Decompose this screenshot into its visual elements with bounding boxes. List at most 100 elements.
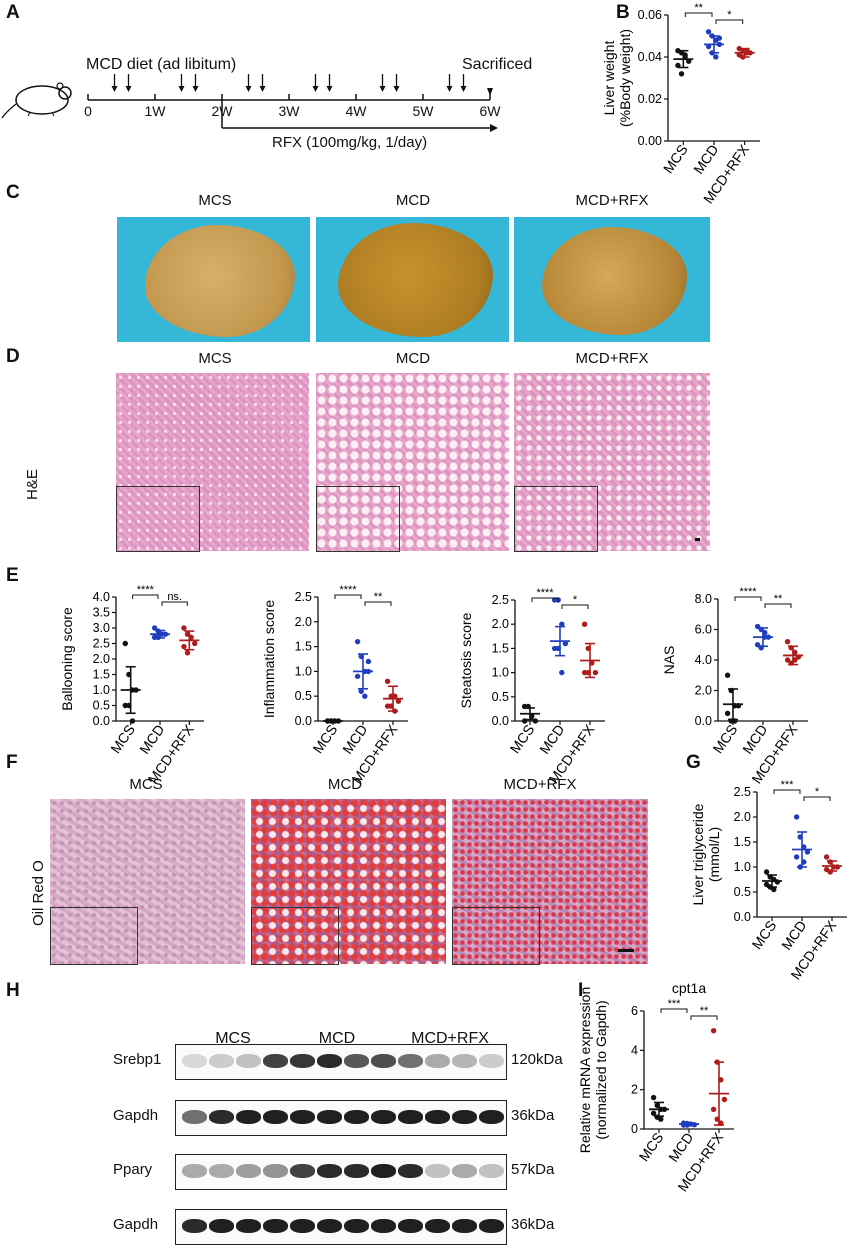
blot-band xyxy=(290,1110,315,1124)
blot-band xyxy=(209,1054,234,1068)
significance-label: **** xyxy=(137,584,155,596)
blot-band xyxy=(398,1054,423,1068)
significance-label: ** xyxy=(374,591,383,603)
blot-band xyxy=(398,1164,423,1178)
x-tick-label: MCS xyxy=(748,918,779,953)
chart-E1: 0.00.5 1.01.5 2.02.5 3.03.5 4.0 Ballooning sc… xyxy=(59,584,204,786)
significance-label: ** xyxy=(774,593,783,605)
y-axis-label: Inflammation score xyxy=(261,600,277,718)
blot-band xyxy=(344,1110,369,1124)
significance-label: * xyxy=(573,594,578,606)
y-tick-label: 1.0 xyxy=(734,860,751,874)
blot-band xyxy=(425,1054,450,1068)
y-tick-label: 6.0 xyxy=(695,623,712,637)
blot-band xyxy=(398,1110,423,1124)
blot-band xyxy=(452,1110,477,1124)
timeline-label: 0 xyxy=(84,103,92,119)
y-tick-label: 4.0 xyxy=(695,653,712,667)
y-tick-label: 1.5 xyxy=(295,640,312,654)
y-tick-label: 0.06 xyxy=(638,8,662,22)
treatment-label: RFX (100mg/kg, 1/day) xyxy=(272,134,428,151)
data-point xyxy=(384,678,391,685)
y-tick-label: 1.5 xyxy=(734,835,751,849)
panel-label-i: I xyxy=(578,980,584,1001)
dose-arrowhead xyxy=(259,86,266,92)
data-point xyxy=(771,886,777,893)
data-point xyxy=(650,1094,657,1101)
significance-bracket xyxy=(132,594,159,599)
blot-strip xyxy=(175,1044,507,1080)
blot-band xyxy=(452,1219,477,1233)
significance-label: * xyxy=(815,786,820,798)
significance-bracket xyxy=(764,603,792,608)
blot-band xyxy=(479,1054,504,1068)
data-point xyxy=(678,71,685,77)
dose-arrowhead xyxy=(245,86,252,92)
y-tick-label: 2.5 xyxy=(734,785,751,799)
dose-arrowhead xyxy=(446,86,453,92)
y-tick-label: 2.0 xyxy=(295,615,312,629)
oil-red-image-mcd xyxy=(251,799,446,965)
y-tick-label: 0.5 xyxy=(295,689,312,703)
timeline-diagram xyxy=(1,74,498,132)
blot-band xyxy=(263,1219,288,1233)
significance-label: ** xyxy=(700,1005,709,1017)
y-tick-label: 2.0 xyxy=(734,810,751,824)
y-axis-label: Ballooning score xyxy=(59,607,75,711)
d-header-mcd: MCD xyxy=(395,350,431,367)
blot-strip xyxy=(175,1209,507,1245)
diet-label: MCD diet (ad libitum) xyxy=(86,56,237,73)
dose-arrowhead xyxy=(379,86,386,92)
panel-label-f: F xyxy=(6,752,18,773)
data-point xyxy=(192,640,198,647)
y-tick-label: 8.0 xyxy=(695,592,712,606)
data-point xyxy=(804,849,811,855)
blot-band xyxy=(344,1164,369,1178)
panel-label-a: A xyxy=(6,2,20,23)
chart-title: cpt1a xyxy=(672,980,706,996)
y-tick-label: 1.0 xyxy=(295,664,312,678)
data-point xyxy=(784,639,791,645)
data-point xyxy=(362,693,368,699)
blot-band xyxy=(452,1054,477,1068)
blot-band xyxy=(344,1219,369,1233)
y-tick-label: 1.0 xyxy=(93,683,110,697)
x-tick-label: MCD xyxy=(690,142,721,177)
blot-band xyxy=(317,1054,342,1068)
f-header-mcs: MCS xyxy=(129,776,163,793)
y-tick-label: 0.0 xyxy=(93,714,110,728)
y-axis-label: NAS xyxy=(661,646,677,675)
data-point xyxy=(562,640,569,647)
h-header-mcd: MCD xyxy=(318,1030,356,1047)
y-tick-label: 0.0 xyxy=(695,714,712,728)
y-axis-label: Liver weight(%Body weight) xyxy=(601,29,633,127)
blot-band xyxy=(425,1110,450,1124)
blot-protein-label: Ppary xyxy=(113,1161,153,1178)
data-point xyxy=(658,1116,664,1122)
y-tick-label: 0.04 xyxy=(638,50,662,64)
blot-band xyxy=(425,1164,450,1178)
chart-I: 0 2 4 6 Relative mRNA expression(normalized … xyxy=(577,980,734,1194)
y-tick-label: 2.5 xyxy=(295,590,312,604)
d-header-rfx: MCD+RFX xyxy=(575,350,649,367)
timeline-label: 3W xyxy=(278,103,300,119)
dose-arrowhead xyxy=(326,86,333,92)
blot-band xyxy=(209,1164,234,1178)
f-header-rfx: MCD+RFX xyxy=(503,776,577,793)
data-point xyxy=(559,669,565,676)
blot-band xyxy=(236,1219,261,1233)
panel-label-d: D xyxy=(6,346,20,367)
c-header-mcs: MCS xyxy=(198,192,232,209)
panel-label-b: B xyxy=(616,2,630,23)
scale-bar xyxy=(695,538,700,541)
data-point xyxy=(358,688,364,694)
blot-band xyxy=(452,1164,477,1178)
blot-band xyxy=(371,1110,396,1124)
data-point xyxy=(705,29,712,35)
significance-label: *** xyxy=(668,998,682,1010)
blot-band xyxy=(371,1054,396,1068)
significance-label: * xyxy=(727,9,732,21)
